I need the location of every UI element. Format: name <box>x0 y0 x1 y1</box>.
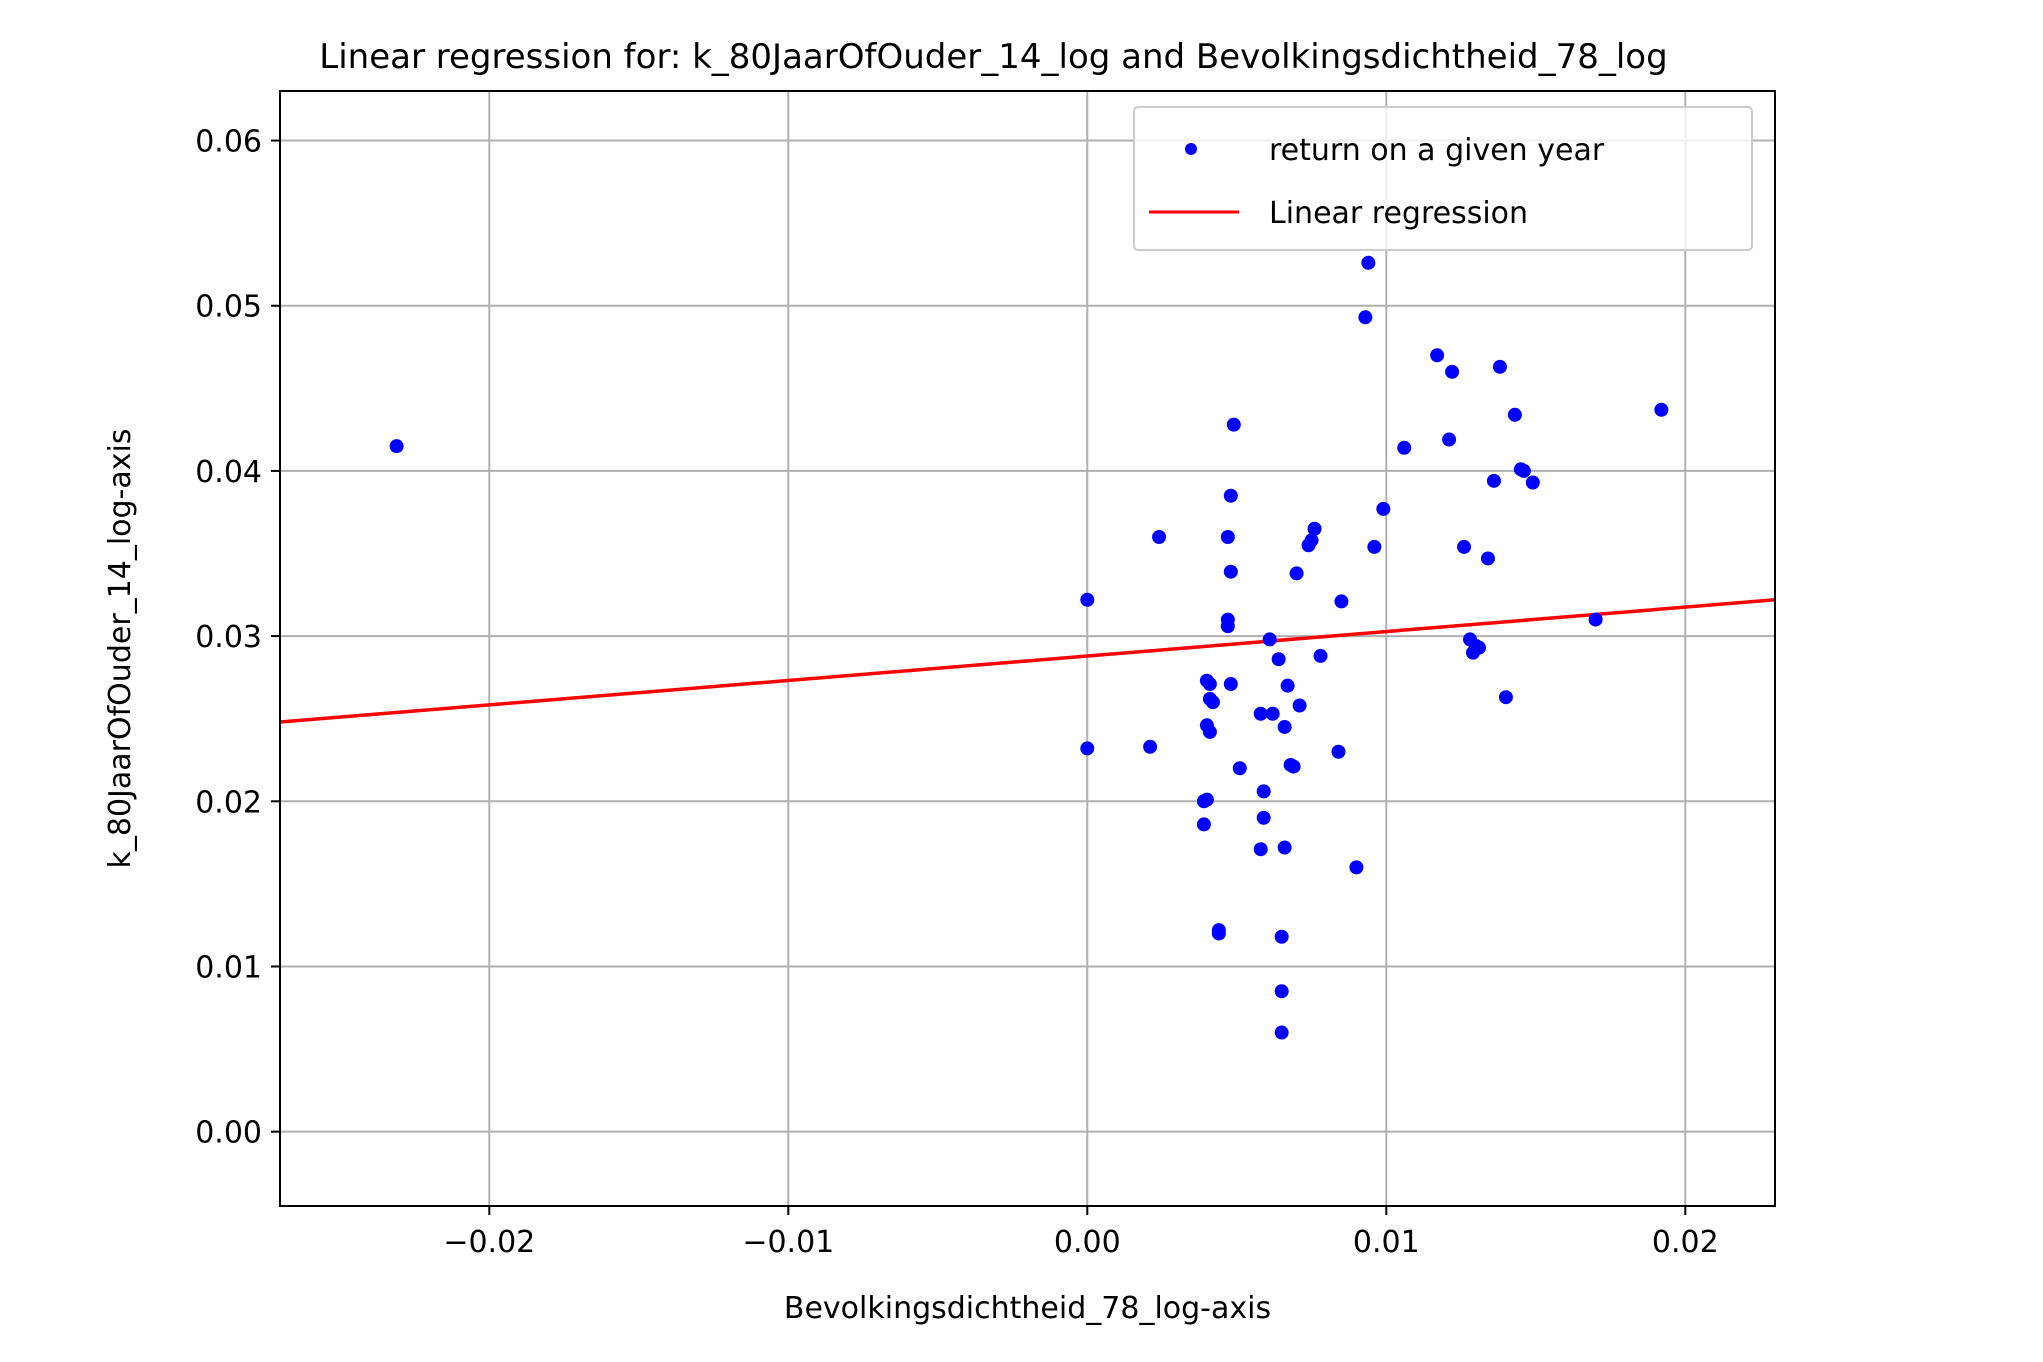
data-point <box>1080 741 1095 756</box>
x-tick-label: −0.01 <box>742 1225 834 1260</box>
y-tick-label: 0.06 <box>195 125 262 160</box>
x-tick-label: 0.01 <box>1353 1225 1420 1260</box>
data-point <box>1152 530 1167 544</box>
data-point <box>1445 364 1460 379</box>
data-point <box>1274 984 1289 999</box>
data-point <box>1486 473 1501 488</box>
data-point <box>1331 744 1346 759</box>
y-tick-label: 0.01 <box>195 950 262 985</box>
y-tick-label: 0.03 <box>195 620 262 655</box>
y-tick-label: 0.05 <box>195 290 262 325</box>
data-point <box>1654 402 1669 417</box>
data-point <box>1498 690 1513 705</box>
data-point <box>1492 359 1507 374</box>
y-axis-label: k_80JaarOfOuder_14_log-axis <box>103 429 138 869</box>
legend-label-scatter: return on a given year <box>1269 133 1605 168</box>
data-point <box>1358 310 1373 325</box>
grid <box>280 91 1775 1206</box>
data-point <box>1253 842 1268 857</box>
y-axis-ticks: 0.00 0.01 0.02 0.03 0.04 0.05 0.06 <box>195 125 280 1151</box>
data-point <box>1256 810 1271 825</box>
data-point <box>1202 677 1217 692</box>
data-point <box>1262 632 1277 647</box>
chart-title: Linear regression for: k_80JaarOfOuder_1… <box>319 37 1667 77</box>
data-point <box>1220 530 1235 544</box>
data-point <box>1516 463 1531 478</box>
legend-scatter-marker <box>1185 143 1197 155</box>
data-point <box>1271 652 1286 667</box>
data-point <box>1274 1025 1289 1040</box>
data-point <box>1304 533 1319 548</box>
data-point <box>1143 739 1158 754</box>
data-point <box>1253 706 1268 721</box>
regression-line-layer <box>279 598 1776 724</box>
data-point <box>389 439 404 454</box>
x-tick-label: 0.02 <box>1652 1225 1719 1260</box>
data-point <box>1480 551 1495 566</box>
data-point <box>1274 929 1289 944</box>
legend-label-line: Linear regression <box>1269 196 1528 231</box>
data-point <box>1334 594 1349 609</box>
data-point <box>1205 695 1220 710</box>
data-point <box>1223 488 1238 503</box>
data-point <box>1588 612 1603 627</box>
data-point <box>1307 521 1322 536</box>
x-axis-ticks: −0.02 −0.01 0.00 0.01 0.02 <box>443 1206 1719 1260</box>
x-tick-label: −0.02 <box>443 1225 535 1260</box>
legend-box <box>1133 106 1753 251</box>
y-tick-label: 0.00 <box>195 1116 262 1151</box>
data-point <box>1289 566 1304 581</box>
data-point <box>1376 501 1391 516</box>
data-point <box>1397 440 1412 455</box>
y-tick-label: 0.04 <box>195 455 262 490</box>
x-tick-label: 0.00 <box>1054 1225 1121 1260</box>
data-point <box>1367 539 1382 554</box>
data-point <box>1292 698 1307 713</box>
data-point <box>1280 678 1295 693</box>
data-point <box>1202 724 1217 739</box>
data-point <box>1361 255 1376 270</box>
data-point <box>1277 719 1292 734</box>
data-point <box>1471 640 1486 655</box>
data-point <box>1457 539 1472 554</box>
data-point <box>1277 840 1292 855</box>
y-tick-label: 0.02 <box>195 785 262 820</box>
data-point <box>1080 592 1095 607</box>
data-point <box>1199 792 1214 807</box>
data-point <box>1313 648 1328 663</box>
data-point <box>1256 784 1271 799</box>
data-point <box>1226 417 1241 432</box>
plot-frame <box>279 90 1776 1207</box>
data-point <box>1442 432 1457 447</box>
data-point <box>1507 407 1522 422</box>
data-point <box>1430 348 1445 363</box>
data-point <box>1525 475 1540 490</box>
regression-line <box>279 598 1776 724</box>
data-point <box>1265 706 1280 721</box>
data-point <box>1223 677 1238 692</box>
data-point <box>1232 761 1247 776</box>
scatter-points <box>389 255 1669 1040</box>
data-point <box>1349 860 1364 875</box>
x-axis-label: Bevolkingsdichtheid_78_log-axis <box>784 1291 1271 1326</box>
legend: return on a given year Linear regression <box>1133 106 1753 251</box>
data-point <box>1286 759 1301 774</box>
data-point <box>1196 817 1211 832</box>
data-point <box>1211 926 1226 941</box>
data-point <box>1223 564 1238 579</box>
data-point <box>1220 612 1235 627</box>
